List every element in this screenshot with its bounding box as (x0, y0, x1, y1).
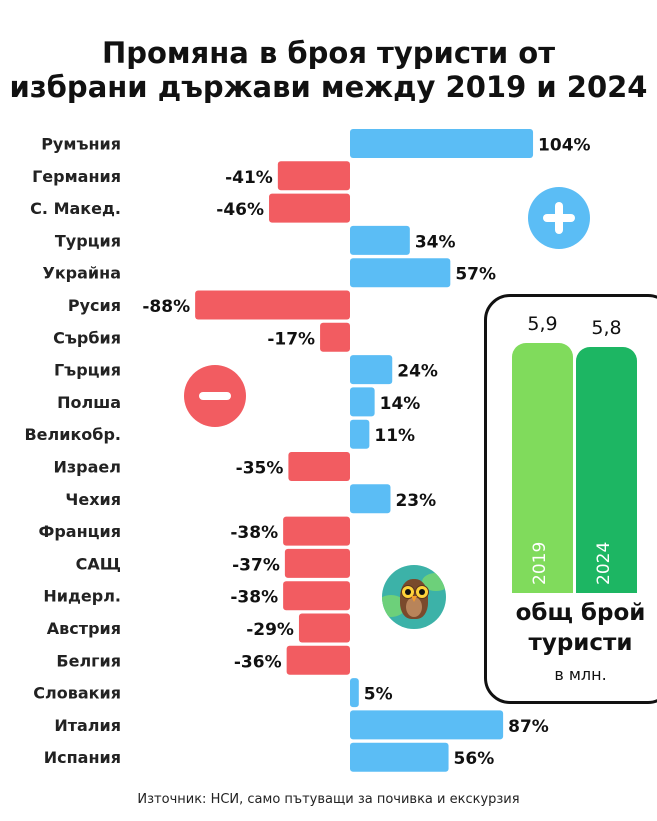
bar-3 (350, 225, 410, 255)
category-label-18: Италия (54, 716, 121, 735)
minus-circle-icon (184, 365, 246, 427)
bar-19 (350, 742, 449, 772)
value-label-7: 24% (397, 362, 438, 382)
category-label-9: Великобр. (24, 425, 121, 444)
value-label-5: -88% (142, 297, 190, 317)
category-label-8: Полша (57, 393, 121, 412)
source-note: Източник: НСИ, само пътуващи за почивка … (137, 792, 520, 807)
value-label-18: 87% (508, 717, 549, 737)
bar-17 (350, 678, 359, 708)
bar-11 (350, 484, 391, 514)
category-label-10: Израел (53, 458, 121, 477)
value-label-8: 14% (380, 394, 421, 414)
bar-10 (288, 452, 350, 481)
total-year-2019: 2019 (530, 541, 550, 585)
category-label-2: С. Макед. (30, 199, 121, 218)
value-label-13: -37% (232, 555, 280, 575)
bar-6 (320, 322, 350, 352)
chart-title: Промяна в броя туристи от избрани държав… (0, 36, 657, 104)
value-label-14: -38% (230, 588, 278, 608)
value-label-3: 34% (415, 232, 456, 252)
category-label-1: Германия (32, 167, 121, 186)
bar-18 (350, 710, 504, 740)
totals-unit: в млн. (554, 665, 607, 684)
bar-14 (283, 581, 350, 611)
totals-panel: 5,9 5,8 2019 2024 общ брой туристи в млн… (484, 294, 657, 704)
total-year-2024: 2024 (594, 541, 614, 585)
bar-15 (298, 613, 350, 643)
bar-7 (350, 355, 393, 385)
value-label-9: 11% (374, 426, 415, 446)
bar-4 (350, 258, 451, 288)
bar-2 (269, 193, 350, 223)
value-label-12: -38% (230, 523, 278, 543)
category-label-4: Украйна (42, 264, 121, 283)
value-label-1: -41% (225, 168, 273, 188)
category-label-17: Словакия (33, 684, 121, 703)
category-label-3: Турция (55, 231, 121, 250)
total-value-2019: 5,9 (527, 313, 558, 335)
total-bar-2024: 2024 (576, 347, 637, 593)
value-label-10: -35% (236, 459, 284, 479)
plus-circle-icon (528, 187, 590, 249)
value-label-2: -46% (216, 200, 264, 220)
total-value-2024: 5,8 (591, 317, 622, 340)
bar-8 (350, 387, 375, 417)
category-label-15: Австрия (47, 619, 121, 638)
category-label-14: Нидерл. (43, 587, 121, 606)
bar-1 (277, 161, 350, 191)
bar-9 (350, 419, 370, 449)
owl-globe-icon (382, 565, 446, 629)
value-label-15: -29% (246, 620, 294, 640)
category-label-6: Сърбия (53, 328, 121, 347)
value-label-19: 56% (454, 749, 495, 769)
value-label-11: 23% (395, 491, 436, 511)
category-label-5: Русия (68, 296, 121, 315)
category-label-7: Гърция (54, 361, 121, 380)
category-label-16: Белгия (56, 651, 121, 670)
chart-title-line2: избрани държави между 2019 и 2024 (9, 70, 648, 104)
bar-16 (286, 645, 350, 675)
chart-title-line1: Промяна в броя туристи от (101, 36, 555, 70)
value-label-0: 104% (538, 136, 591, 156)
totals-caption-line2: туристи (528, 630, 633, 656)
category-label-13: САЩ (76, 554, 121, 573)
value-label-4: 57% (455, 265, 496, 285)
bar-13 (284, 548, 350, 578)
bar-12 (283, 516, 350, 546)
category-label-0: Румъния (41, 135, 121, 154)
value-label-17: 5% (364, 685, 393, 705)
value-label-6: -17% (267, 329, 315, 349)
category-label-11: Чехия (65, 490, 121, 509)
bar-0 (350, 129, 534, 158)
value-label-16: -36% (234, 652, 282, 672)
total-bar-2019: 2019 (512, 343, 573, 593)
category-label-19: Испания (44, 748, 121, 767)
bar-5 (195, 290, 350, 320)
category-label-12: Франция (38, 522, 121, 541)
totals-caption-line1: общ брой (515, 600, 646, 626)
